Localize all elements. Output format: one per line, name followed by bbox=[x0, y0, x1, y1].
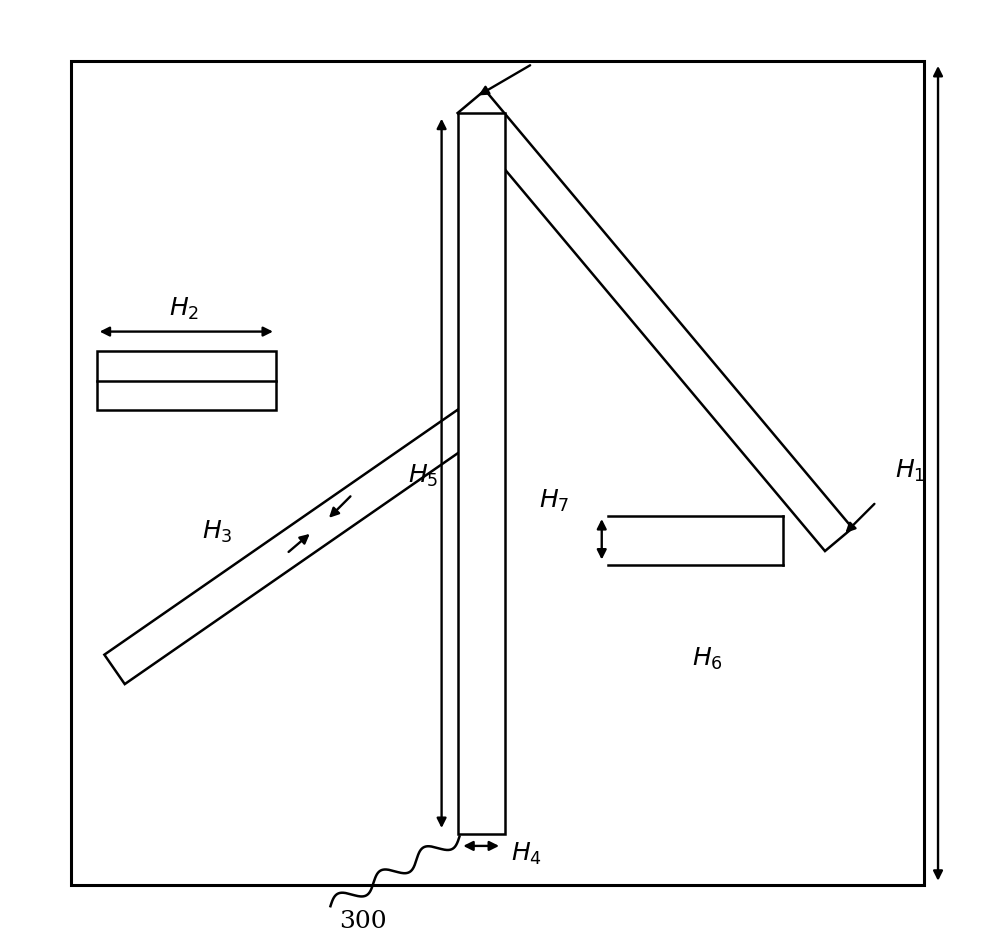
Bar bbox=[458, 113, 505, 834]
Text: $H_5$: $H_5$ bbox=[408, 463, 438, 489]
Text: 300: 300 bbox=[340, 910, 387, 933]
Text: $H_6$: $H_6$ bbox=[692, 646, 723, 673]
Polygon shape bbox=[458, 90, 852, 551]
Text: $H_1$: $H_1$ bbox=[895, 458, 925, 484]
Text: $H_7$: $H_7$ bbox=[539, 488, 570, 514]
Text: $H_2$: $H_2$ bbox=[169, 296, 200, 322]
Polygon shape bbox=[104, 410, 478, 684]
Text: $H_4$: $H_4$ bbox=[511, 840, 542, 867]
Text: $H_3$: $H_3$ bbox=[202, 519, 233, 545]
Bar bbox=[71, 61, 924, 885]
Bar bbox=[97, 351, 276, 410]
